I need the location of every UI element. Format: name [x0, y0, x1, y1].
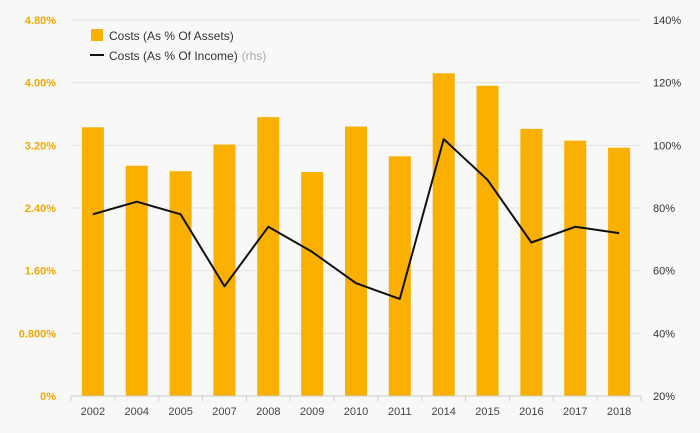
x-tick-label: 2010 [344, 406, 368, 418]
bar-2011 [388, 156, 411, 396]
right-axis-ticks: 20% 40% 60% 80% 100% 120% 140% [653, 15, 681, 403]
legend-label-income: Costs (As % Of Income) [109, 49, 238, 63]
left-tick-label: 3.20% [25, 140, 56, 152]
bar-2014 [432, 73, 455, 397]
income-line [92, 138, 620, 300]
left-tick-label: 2.40% [25, 203, 56, 215]
bar-2017 [564, 140, 587, 396]
bar-2004 [125, 165, 148, 396]
line-series [92, 138, 620, 300]
bar-2010 [345, 126, 367, 397]
x-tick-label: 2005 [168, 406, 192, 418]
bar-2007 [213, 144, 236, 396]
x-tick-label: 2004 [125, 406, 149, 418]
right-tick-label: 140% [653, 15, 681, 27]
x-tick-label: 2018 [607, 406, 631, 418]
right-tick-label: 20% [653, 391, 675, 403]
axes [70, 395, 642, 401]
bar-2016 [520, 128, 543, 396]
x-tick-label: 2009 [300, 406, 324, 418]
x-tick-label: 2008 [256, 406, 280, 418]
left-tick-label: 4.00% [25, 78, 56, 90]
bar-2002 [81, 127, 104, 397]
left-tick-label: 4.80% [25, 15, 56, 27]
x-tick-label: 2016 [519, 406, 543, 418]
x-axis-ticks: 2002 2004 2005 2007 2008 2009 2010 2011 2014 2015… [81, 406, 632, 418]
legend-label-income-suffix: (rhs) [242, 49, 267, 63]
legend-label-assets: Costs (As % Of Assets) [109, 29, 234, 43]
left-tick-label: 1.60% [25, 266, 56, 278]
right-tick-label: 80% [653, 203, 675, 215]
bar-2015 [476, 85, 499, 397]
bar-2018 [608, 147, 631, 396]
bar-2005 [169, 171, 192, 396]
left-tick-label: 0% [40, 391, 56, 403]
right-tick-label: 100% [653, 140, 681, 152]
bar-2008 [257, 117, 280, 396]
legend-swatch-assets [91, 29, 103, 41]
right-tick-label: 120% [653, 78, 681, 90]
left-axis-ticks: 0% 0.800% 1.60% 2.40% 3.20% 4.00% 4.80% [19, 15, 57, 403]
x-tick-label: 2017 [563, 406, 587, 418]
x-tick-label: 2011 [388, 406, 412, 418]
x-tick-label: 2014 [431, 406, 455, 418]
left-tick-label: 0.800% [19, 328, 57, 340]
legend: Costs (As % Of Assets) Costs (As % Of In… [90, 29, 266, 63]
x-tick-label: 2002 [81, 406, 105, 418]
right-tick-label: 40% [653, 328, 675, 340]
bar-2009 [301, 171, 324, 396]
right-tick-label: 60% [653, 266, 675, 278]
bar-series [81, 73, 631, 397]
x-tick-label: 2007 [212, 406, 236, 418]
x-tick-label: 2015 [475, 406, 499, 418]
